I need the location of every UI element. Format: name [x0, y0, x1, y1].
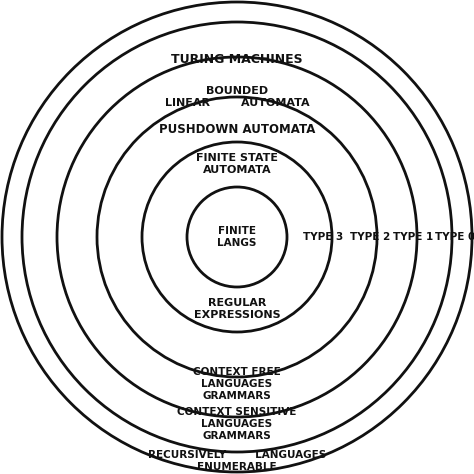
Text: CONTEXT SENSITIVE
LANGUAGES
GRAMMARS: CONTEXT SENSITIVE LANGUAGES GRAMMARS — [177, 407, 297, 441]
Text: REGULAR
EXPRESSIONS: REGULAR EXPRESSIONS — [194, 298, 280, 320]
Text: TYPE 1: TYPE 1 — [393, 232, 433, 242]
Text: BOUNDED
LINEAR        AUTOMATA: BOUNDED LINEAR AUTOMATA — [164, 86, 310, 108]
Text: TYPE 2: TYPE 2 — [350, 232, 390, 242]
Text: PUSHDOWN AUTOMATA: PUSHDOWN AUTOMATA — [159, 122, 315, 136]
Text: FINITE
LANGS: FINITE LANGS — [217, 226, 257, 248]
Text: TURING MACHINES: TURING MACHINES — [171, 53, 303, 65]
Text: RECURSIVELY        LANGUAGES
ENUMERABLE: RECURSIVELY LANGUAGES ENUMERABLE — [148, 450, 326, 472]
Text: TYPE 0: TYPE 0 — [435, 232, 474, 242]
Text: TYPE 3: TYPE 3 — [303, 232, 343, 242]
Text: CONTEXT FREE
LANGUAGES
GRAMMARS: CONTEXT FREE LANGUAGES GRAMMARS — [193, 366, 281, 401]
Text: FINITE STATE
AUTOMATA: FINITE STATE AUTOMATA — [196, 153, 278, 175]
